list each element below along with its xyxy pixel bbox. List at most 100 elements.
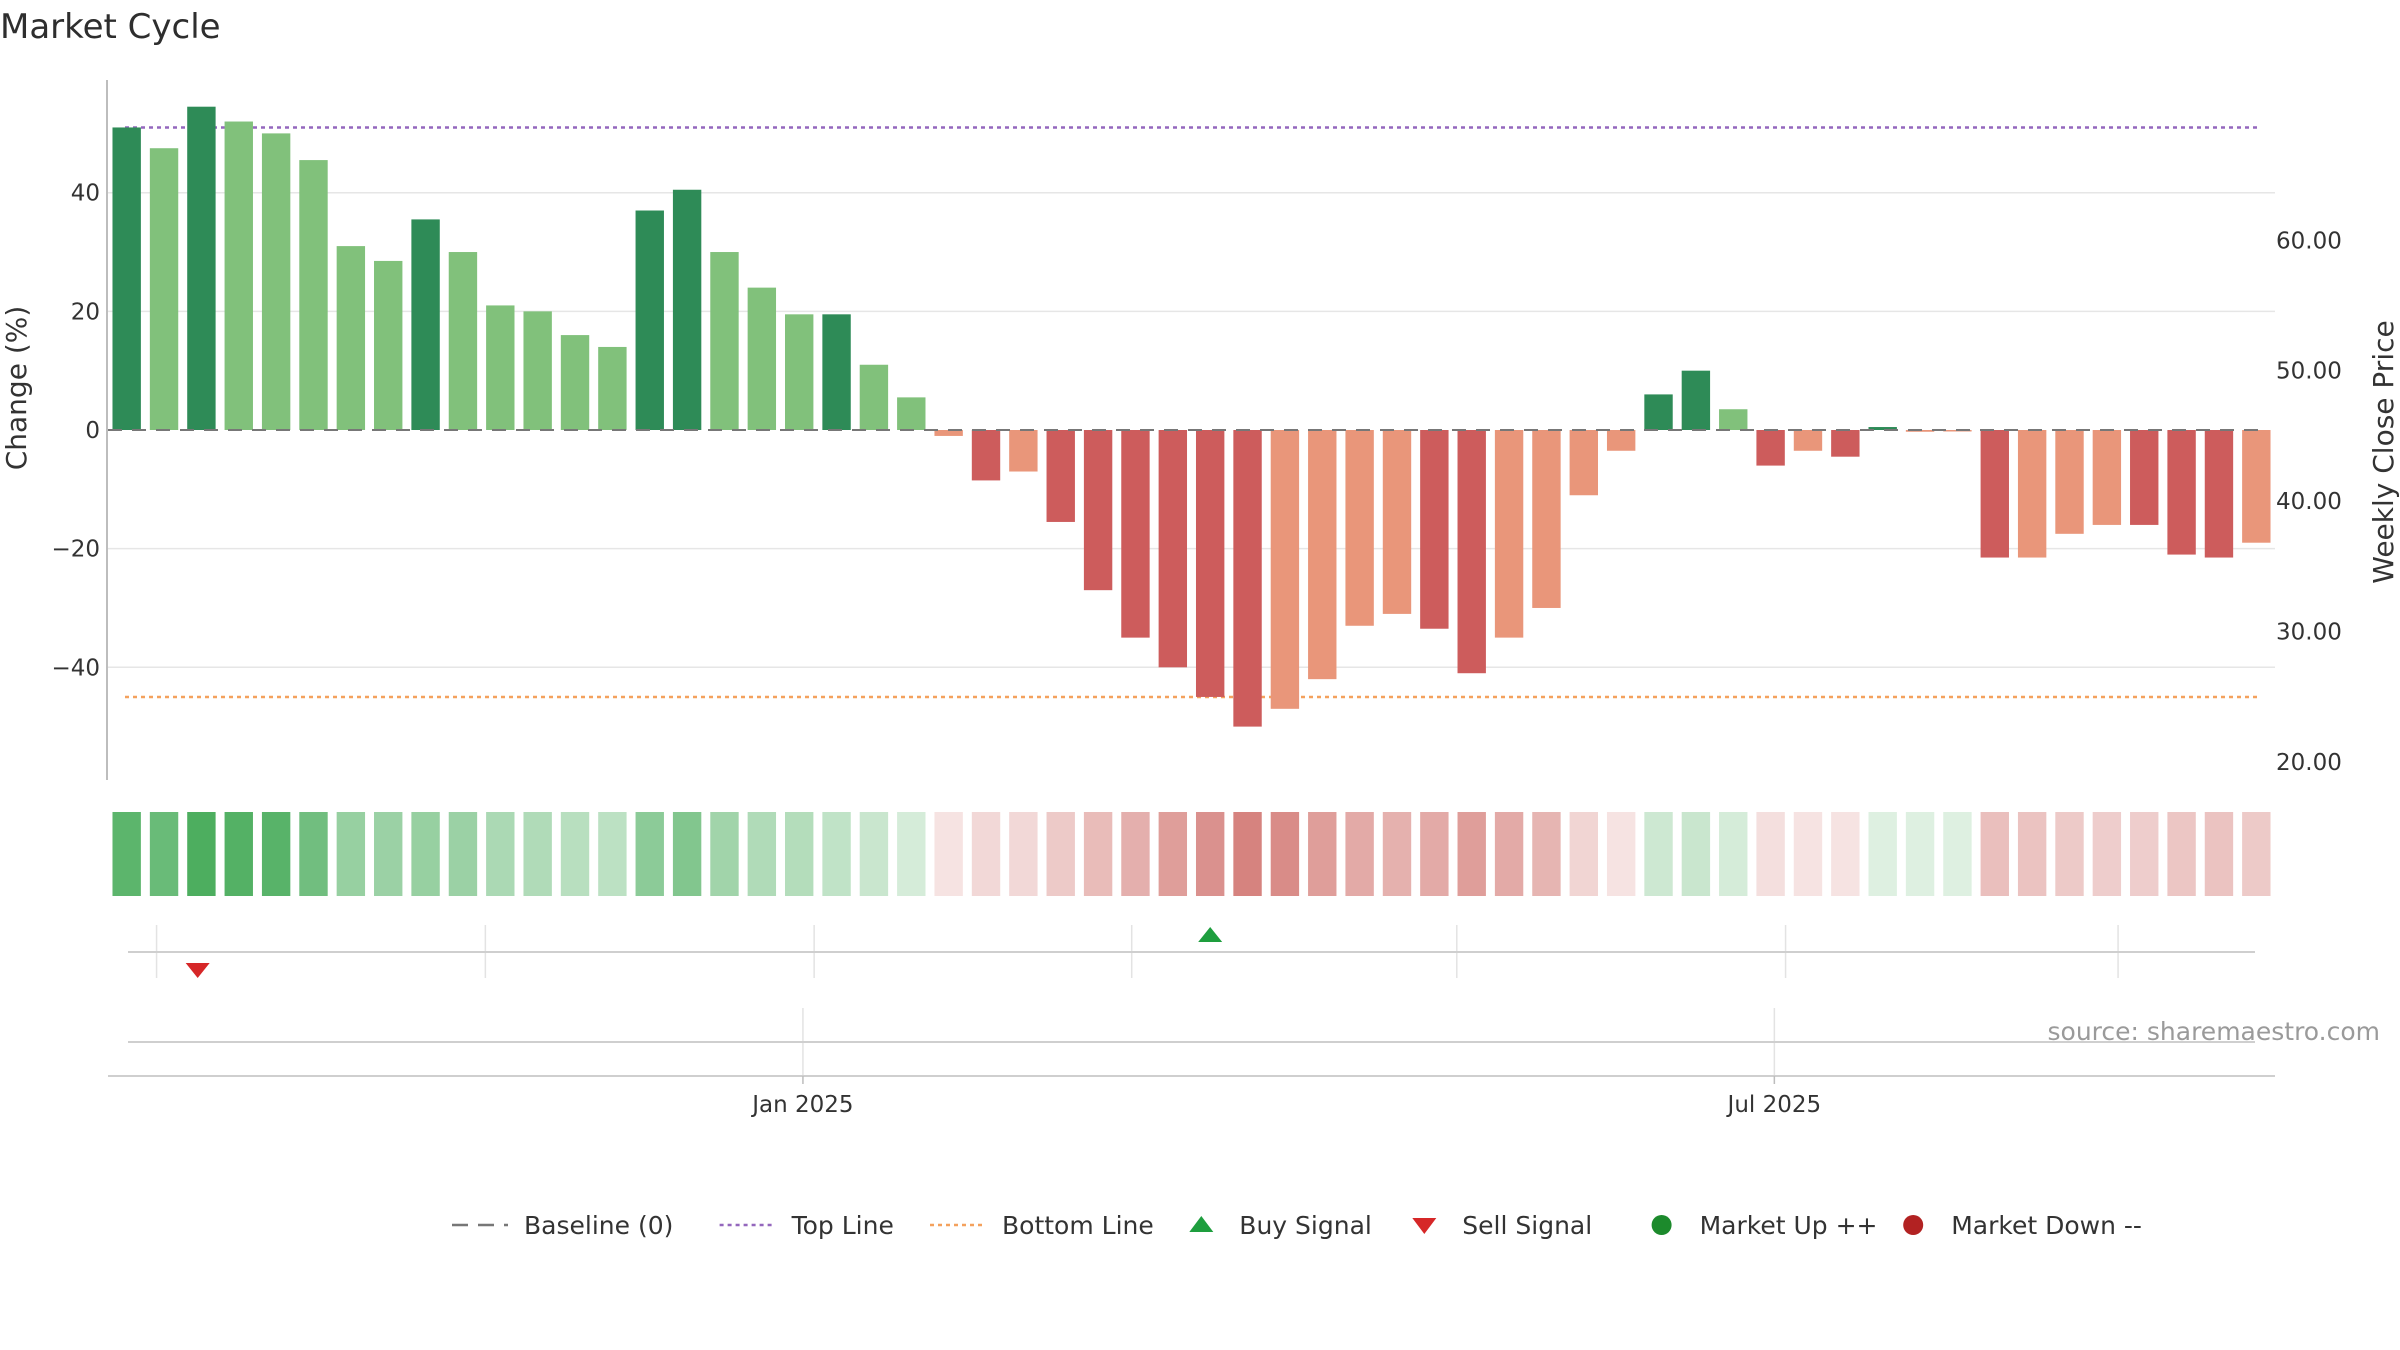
heat-cell — [448, 812, 478, 896]
bar — [112, 127, 141, 430]
y-tick-label: 0 — [85, 418, 100, 444]
bar — [897, 397, 926, 430]
y-tick-label: 40 — [71, 181, 100, 207]
heat-cell — [1793, 812, 1823, 896]
legend-label: Sell Signal — [1462, 1211, 1592, 1240]
heat-cell — [1569, 812, 1598, 896]
heat-cell — [1009, 812, 1038, 896]
y2-axis-ticks: 20.00 30.00 40.00 50.00 60.00 — [2276, 228, 2342, 775]
y-tick-label: −40 — [51, 655, 100, 681]
heat-cell — [934, 812, 963, 896]
bar — [1345, 430, 1374, 626]
heat-cell — [971, 812, 1001, 896]
bar — [2204, 430, 2234, 558]
legend-circle-icon — [1903, 1215, 1924, 1235]
bars — [112, 106, 2271, 727]
heat-cell — [1308, 812, 1337, 896]
legend-circle-icon — [1651, 1215, 1672, 1235]
sell-signal-marker — [185, 963, 210, 978]
bar — [486, 305, 515, 430]
bar — [224, 121, 253, 430]
bar — [2017, 430, 2047, 558]
heat-cell — [1644, 812, 1673, 896]
y2-tick-label: 20.00 — [2276, 750, 2342, 776]
heat-cell — [187, 812, 216, 896]
legend-label: Top Line — [791, 1211, 894, 1240]
chart-title: Market Cycle — [0, 7, 221, 47]
heat-cell — [1233, 812, 1262, 896]
source-note: source: sharemaestro.com — [2048, 1017, 2381, 1046]
y-axis-ticks: −40 −20 0 20 40 — [51, 181, 100, 682]
bar — [859, 364, 889, 430]
heat-cell — [785, 812, 814, 896]
bar — [710, 252, 739, 430]
heat-cell — [336, 812, 366, 896]
bar — [934, 430, 963, 436]
y-tick-label: −20 — [51, 537, 100, 563]
heat-cell — [1905, 812, 1935, 896]
bar — [411, 219, 440, 430]
heat-cell — [2130, 812, 2159, 896]
heat-cell — [1868, 812, 1897, 896]
heat-cell — [1681, 812, 1711, 896]
bar — [1195, 430, 1225, 697]
bar — [1831, 430, 1860, 457]
heat-cell — [1532, 812, 1561, 896]
heat-cell — [1270, 812, 1300, 896]
bar — [1308, 430, 1337, 680]
y2-tick-label: 50.00 — [2276, 359, 2342, 385]
heat-cell — [560, 812, 590, 896]
limit-lines — [125, 126, 2258, 699]
bar — [187, 106, 216, 430]
bar — [448, 252, 478, 430]
bar — [336, 246, 366, 430]
bar — [149, 148, 179, 430]
bar — [1009, 430, 1038, 472]
heat-cell — [112, 812, 141, 896]
bar — [1457, 430, 1486, 674]
bar — [785, 314, 814, 430]
bar — [822, 314, 851, 430]
heat-cell — [1420, 812, 1449, 896]
bottom-panel — [108, 1008, 2275, 1077]
heat-cell — [672, 812, 702, 896]
bar — [672, 189, 702, 430]
heat-cell — [299, 812, 328, 896]
heat-cell — [2242, 812, 2271, 896]
heat-cell — [2092, 812, 2122, 896]
heat-cell — [374, 812, 403, 896]
y-tick-label: 20 — [71, 299, 100, 325]
bar — [1382, 430, 1412, 614]
bar — [971, 430, 1001, 481]
heat-cell — [1719, 812, 1748, 896]
bar — [1868, 427, 1897, 430]
bar — [523, 311, 552, 430]
legend-triangle-up-icon — [1189, 1216, 1214, 1232]
heat-cell — [822, 812, 851, 896]
y2-tick-label: 30.00 — [2276, 619, 2342, 645]
heat-cell — [2204, 812, 2234, 896]
heat-cell — [1046, 812, 1075, 896]
heat-cell — [1494, 812, 1524, 896]
signal-panel — [128, 925, 2255, 978]
y2-tick-label: 40.00 — [2276, 489, 2342, 515]
bar — [747, 287, 777, 430]
bar — [1756, 430, 1785, 466]
heat-cell — [598, 812, 627, 896]
bar — [2092, 430, 2122, 525]
bar — [261, 133, 291, 430]
heat-cell — [411, 812, 440, 896]
heat-cell — [224, 812, 253, 896]
bar — [1606, 430, 1636, 451]
bar — [1158, 430, 1188, 668]
heat-cell — [1606, 812, 1636, 896]
heat-cell — [523, 812, 552, 896]
bar — [1719, 409, 1748, 430]
legend-label: Bottom Line — [1002, 1211, 1154, 1240]
bar — [560, 335, 590, 430]
heat-cell — [2167, 812, 2196, 896]
bar — [1121, 430, 1150, 638]
legend-label: Market Down -- — [1951, 1211, 2142, 1240]
legend-label: Baseline (0) — [524, 1211, 673, 1240]
